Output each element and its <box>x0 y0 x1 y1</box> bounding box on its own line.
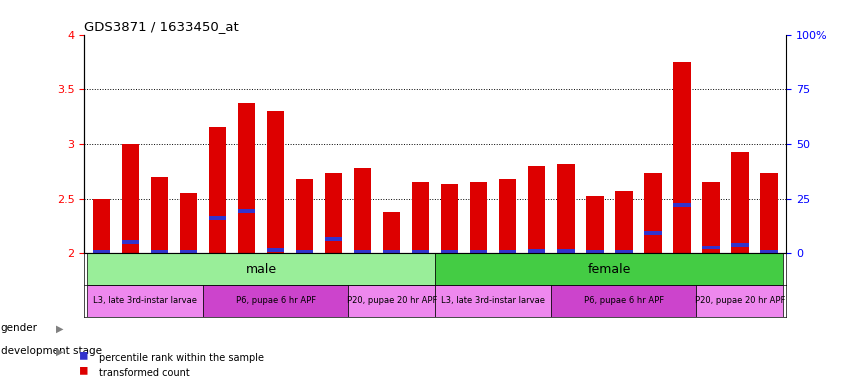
Bar <box>383 250 400 254</box>
Bar <box>203 285 348 317</box>
Bar <box>267 248 284 252</box>
Bar <box>644 231 662 235</box>
Text: L3, late 3rd-instar larvae: L3, late 3rd-instar larvae <box>93 296 197 305</box>
Text: ▶: ▶ <box>56 323 64 333</box>
Text: P20, pupae 20 hr APF: P20, pupae 20 hr APF <box>346 296 436 305</box>
Text: male: male <box>246 263 277 276</box>
Bar <box>499 179 516 253</box>
Text: ■: ■ <box>80 363 87 376</box>
Bar <box>122 240 140 244</box>
Text: percentile rank within the sample: percentile rank within the sample <box>99 353 264 363</box>
Bar <box>87 285 203 317</box>
Bar <box>760 250 778 253</box>
Bar <box>209 127 226 253</box>
Bar <box>731 243 748 247</box>
Text: development stage: development stage <box>1 346 102 356</box>
Bar <box>615 250 632 254</box>
Bar <box>93 250 110 254</box>
Text: ■: ■ <box>80 348 87 361</box>
Bar <box>348 285 436 317</box>
Bar <box>673 204 690 207</box>
Text: gender: gender <box>1 323 38 333</box>
Bar <box>673 62 690 253</box>
Bar <box>702 182 720 253</box>
Bar <box>441 184 458 253</box>
Bar <box>557 164 574 253</box>
Text: GDS3871 / 1633450_at: GDS3871 / 1633450_at <box>84 20 239 33</box>
Bar <box>87 253 436 285</box>
Bar <box>528 250 546 253</box>
Bar <box>436 253 784 285</box>
Text: L3, late 3rd-instar larvae: L3, late 3rd-instar larvae <box>442 296 545 305</box>
Bar <box>615 191 632 253</box>
Bar <box>436 285 552 317</box>
Bar <box>151 177 168 253</box>
Bar <box>180 193 198 253</box>
Bar <box>470 182 488 253</box>
Bar <box>644 174 662 253</box>
Bar <box>702 245 720 250</box>
Bar <box>151 250 168 254</box>
Text: P20, pupae 20 hr APF: P20, pupae 20 hr APF <box>695 296 785 305</box>
Bar <box>470 250 488 254</box>
Bar <box>441 250 458 254</box>
Bar <box>552 285 696 317</box>
Bar <box>586 250 604 254</box>
Bar <box>528 166 546 253</box>
Bar <box>267 111 284 253</box>
Bar <box>325 174 342 253</box>
Bar <box>557 250 574 253</box>
Bar <box>122 144 140 253</box>
Bar <box>238 103 256 253</box>
Bar <box>731 152 748 253</box>
Bar <box>354 250 372 253</box>
Bar <box>586 196 604 253</box>
Bar <box>412 250 430 254</box>
Bar <box>93 199 110 253</box>
Bar <box>325 237 342 241</box>
Bar <box>238 209 256 213</box>
Text: female: female <box>588 263 631 276</box>
Bar <box>760 174 778 253</box>
Bar <box>499 250 516 254</box>
Bar <box>296 250 314 254</box>
Bar <box>696 285 784 317</box>
Bar <box>296 179 314 253</box>
Bar <box>354 168 372 253</box>
Bar <box>383 212 400 253</box>
Bar <box>209 216 226 220</box>
Text: transformed count: transformed count <box>99 368 190 378</box>
Bar <box>412 182 430 253</box>
Bar <box>180 250 198 254</box>
Text: ▶: ▶ <box>56 346 64 356</box>
Text: P6, pupae 6 hr APF: P6, pupae 6 hr APF <box>584 296 664 305</box>
Text: P6, pupae 6 hr APF: P6, pupae 6 hr APF <box>235 296 315 305</box>
